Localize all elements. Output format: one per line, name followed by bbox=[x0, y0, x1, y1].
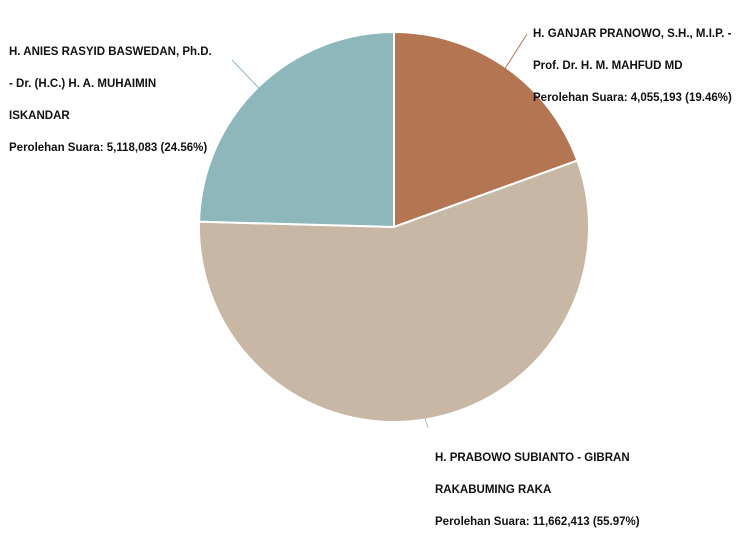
slice-label-ganjar: H. GANJAR PRANOWO, S.H., M.I.P. - Prof. … bbox=[533, 10, 732, 122]
slices-group bbox=[198, 31, 590, 423]
slice-label-prabowo-line-2: RAKABUMING RAKA bbox=[435, 484, 552, 496]
pie-chart: H. GANJAR PRANOWO, S.H., M.I.P. - Prof. … bbox=[9, 10, 732, 528]
pie-chart-svg bbox=[198, 31, 590, 429]
slice-label-anies: H. ANIES RASYID BASWEDAN, Ph.D. - Dr. (H… bbox=[9, 28, 212, 172]
leader-line-prabowo bbox=[424, 417, 429, 429]
slice-label-prabowo: H. PRABOWO SUBIANTO - GIBRAN RAKABUMING … bbox=[435, 434, 640, 546]
leader-lines-group bbox=[231, 33, 528, 429]
slice-label-anies-line-3: ISKANDAR bbox=[9, 110, 70, 122]
slice-label-anies-value: Perolehan Suara: 5,118,083 (24.56%) bbox=[9, 142, 208, 154]
leader-line-ganjar bbox=[504, 33, 528, 70]
slice-label-prabowo-line-1: H. PRABOWO SUBIANTO - GIBRAN bbox=[435, 452, 630, 464]
slice-label-anies-line-1: H. ANIES RASYID BASWEDAN, Ph.D. bbox=[9, 46, 212, 58]
slice-label-prabowo-value: Perolehan Suara: 11,662,413 (55.97%) bbox=[435, 516, 640, 528]
slice-label-ganjar-line-1: H. GANJAR PRANOWO, S.H., M.I.P. - bbox=[533, 28, 732, 40]
leader-line-anies bbox=[231, 59, 260, 90]
slice-label-anies-line-2: - Dr. (H.C.) H. A. MUHAIMIN bbox=[9, 78, 157, 90]
pie-slice-anies bbox=[198, 31, 395, 228]
slice-label-ganjar-value: Perolehan Suara: 4,055,193 (19.46%) bbox=[533, 92, 732, 104]
slice-label-ganjar-line-2: Prof. Dr. H. M. MAHFUD MD bbox=[533, 60, 683, 72]
